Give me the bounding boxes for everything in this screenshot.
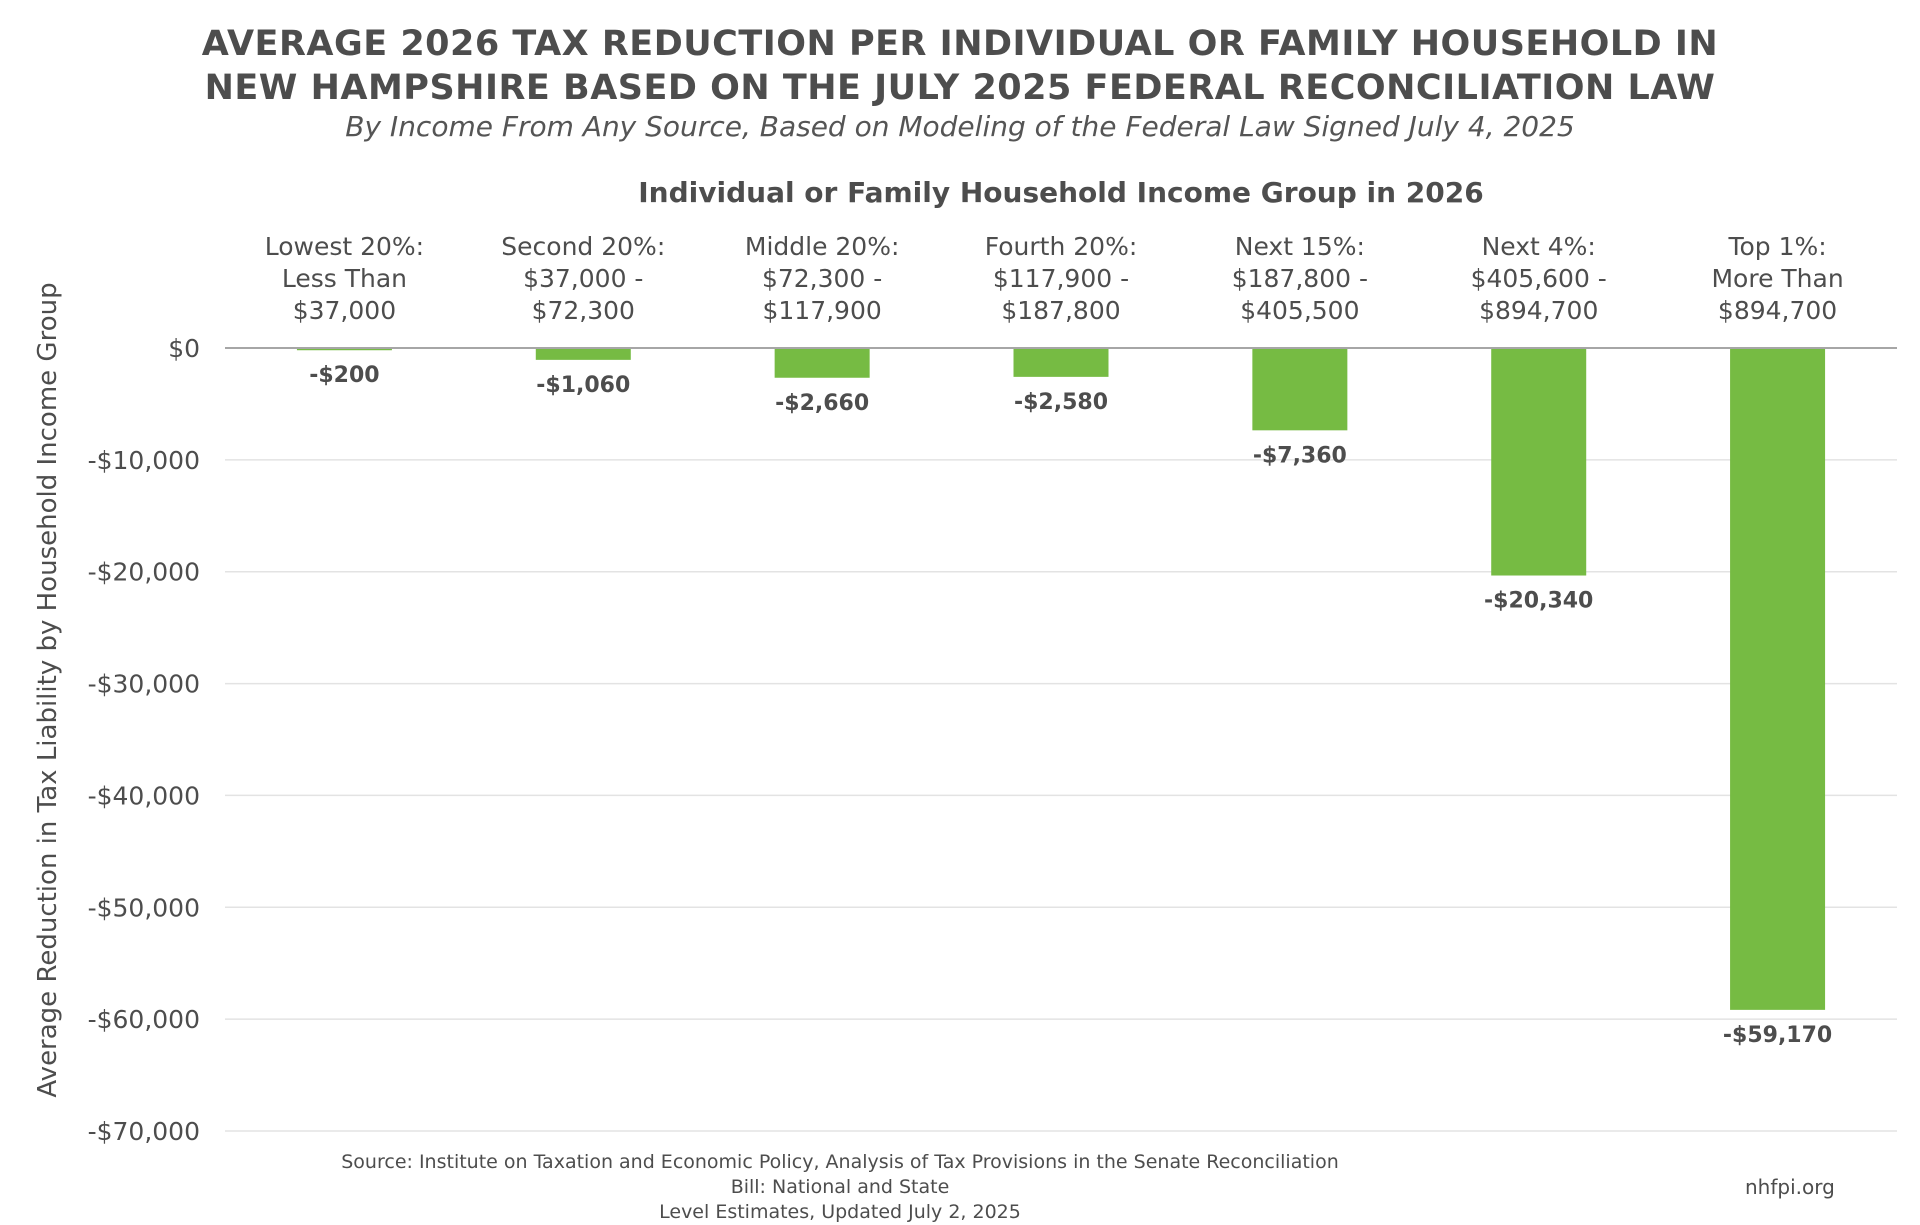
category-label: Second 20%: [501,232,665,261]
category-label: $187,800 - [1232,264,1368,293]
chart-title: AVERAGE 2026 TAX REDUCTION PER INDIVIDUA… [0,22,1920,110]
category-label: Middle 20%: [745,232,900,261]
data-label: -$2,580 [1014,390,1108,415]
category-label: $72,300 [532,296,635,325]
source-note: Source: Institute on Taxation and Econom… [340,1150,1340,1225]
y-tick-label: -$50,000 [88,893,200,922]
site-credit: nhfpi.org [1745,1175,1835,1199]
category-label: $117,900 [762,296,881,325]
source-line-1: Source: Institute on Taxation and Econom… [341,1151,1339,1198]
y-tick-label: -$70,000 [88,1117,200,1146]
category-label: $37,000 [293,296,396,325]
chart-title-line-2: NEW HAMPSHIRE BASED ON THE JULY 2025 FED… [204,68,1716,108]
category-label: More Than [1711,264,1843,293]
y-tick-label: -$10,000 [88,446,200,475]
bar [1252,348,1348,431]
data-label: -$7,360 [1253,443,1347,468]
category-label: $894,700 [1718,296,1837,325]
category-label: $37,000 - [523,264,643,293]
category-label: $72,300 - [762,264,882,293]
category-label: $405,500 [1240,296,1359,325]
category-label: $405,600 - [1471,264,1607,293]
y-tick-label: -$20,000 [88,558,200,587]
chart-subtitle: By Income From Any Source, Based on Mode… [345,110,1575,143]
bar [1491,348,1587,576]
y-tick-label: $0 [168,334,200,363]
y-tick-label: -$40,000 [88,781,200,810]
data-label: -$2,660 [775,391,869,416]
y-tick-label: -$60,000 [88,1005,200,1034]
category-label: $117,900 - [993,264,1129,293]
category-label: Fourth 20%: [985,232,1138,261]
y-tick-label: -$30,000 [88,670,200,699]
category-label: $894,700 [1479,296,1598,325]
x-axis-title: Individual or Family Household Income Gr… [638,176,1484,209]
category-label: Lowest 20%: [265,232,424,261]
data-label: -$200 [309,363,379,388]
category-label: Next 4%: [1482,232,1596,261]
chart-title-line-1: AVERAGE 2026 TAX REDUCTION PER INDIVIDUA… [201,24,1719,64]
bar [1013,348,1109,377]
data-label: -$20,340 [1484,589,1593,614]
source-line-2: Level Estimates, Updated July 2, 2025 [659,1201,1021,1223]
bar [1730,348,1826,1010]
bar [535,348,631,360]
category-label: Top 1%: [1727,232,1826,261]
data-label: -$1,060 [536,373,630,398]
data-label: -$59,170 [1723,1023,1832,1048]
bar [296,348,392,351]
category-label: Next 15%: [1235,232,1365,261]
category-label: $187,800 [1001,296,1120,325]
bar [774,348,870,378]
category-label: Less Than [282,264,407,293]
